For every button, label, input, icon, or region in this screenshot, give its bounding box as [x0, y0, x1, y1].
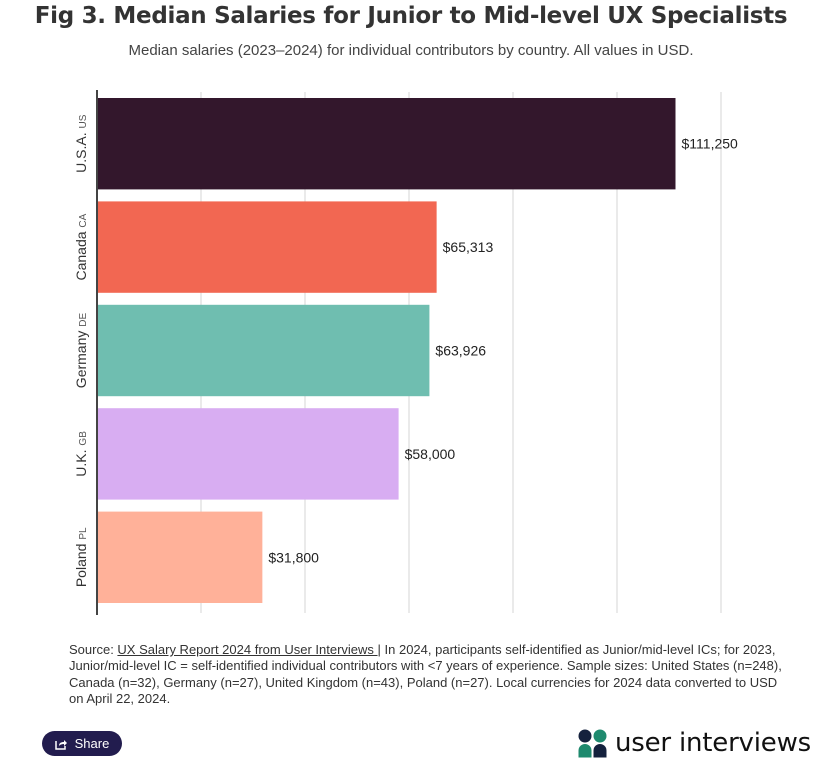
bar-gb: [97, 408, 399, 500]
share-icon: [54, 739, 67, 750]
country-code: CA: [78, 213, 89, 227]
bar-us: [97, 98, 676, 190]
category-label: Germany DE: [73, 312, 89, 388]
category-label: U.K. GB: [73, 431, 89, 477]
category-label: Canada CA: [73, 213, 89, 280]
share-button[interactable]: Share: [42, 731, 122, 756]
logo-mark-icon: [578, 729, 607, 757]
share-label: Share: [74, 736, 110, 751]
country-name: U.S.A.: [73, 128, 89, 172]
country-name: U.K.: [73, 446, 89, 477]
bar-chart: $111,250 U.S.A. US $65,313 Canada CA $63,926…: [73, 90, 739, 615]
chart-title: Fig 3. Median Salaries for Junior to Mid…: [34, 3, 788, 29]
source-note: Source: UX Salary Report 2024 from User …: [69, 642, 789, 707]
country-name: Canada: [73, 228, 89, 281]
country-name: Germany: [73, 327, 89, 388]
value-label: $31,800: [268, 549, 319, 565]
value-label: $58,000: [405, 446, 456, 462]
value-label: $65,313: [443, 239, 494, 255]
source-prefix: Source:: [69, 642, 118, 657]
country-code: DE: [78, 312, 89, 326]
value-label: $111,250: [682, 136, 739, 152]
logo-text: user interviews: [615, 728, 811, 758]
bar-pl: [97, 511, 263, 603]
category-label: Poland PL: [73, 527, 89, 587]
country-code: PL: [78, 527, 89, 540]
value-label: $63,926: [435, 343, 486, 359]
country-name: Poland: [73, 540, 89, 587]
chart-subtitle: Median salaries (2023–2024) for individu…: [128, 42, 694, 59]
user-interviews-logo: user interviews: [578, 728, 811, 758]
country-code: GB: [78, 431, 89, 446]
country-code: US: [78, 114, 89, 128]
source-link[interactable]: UX Salary Report 2024 from User Intervie…: [117, 642, 378, 657]
source-details: | In 2024, participants self-identified …: [69, 642, 782, 706]
bar-de: [97, 304, 430, 397]
category-label: U.S.A. US: [73, 114, 89, 173]
bar-ca: [97, 201, 437, 293]
